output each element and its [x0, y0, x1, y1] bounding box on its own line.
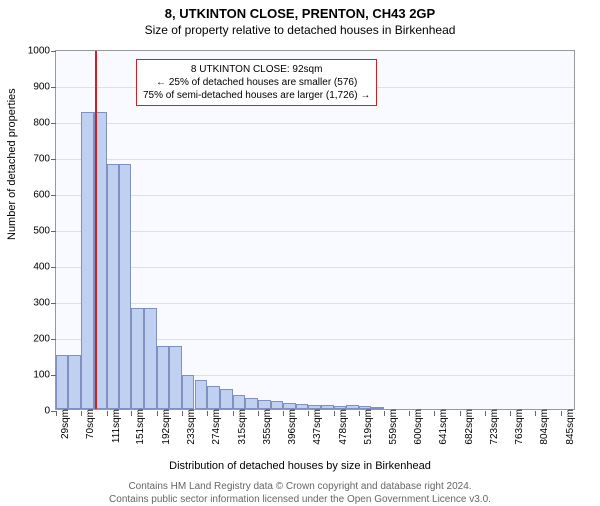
plot-area: 0100200300400500600700800900100029sqm70s… [55, 50, 575, 410]
gridline [56, 303, 574, 304]
histogram-bar [157, 346, 169, 409]
y-tick-label: 200 [16, 334, 56, 345]
gridline [56, 231, 574, 232]
histogram-bar [68, 355, 81, 409]
y-tick-label: 0 [16, 406, 56, 417]
y-tick-mark [51, 51, 56, 52]
y-tick-mark [51, 87, 56, 88]
gridline [56, 195, 574, 196]
y-tick-mark [51, 159, 56, 160]
chart-title: 8, UTKINTON CLOSE, PRENTON, CH43 2GP [0, 0, 600, 21]
histogram-bar [107, 164, 119, 409]
y-tick-label: 1000 [16, 46, 56, 57]
x-axis-label: Distribution of detached houses by size … [0, 460, 600, 472]
y-tick-label: 300 [16, 298, 56, 309]
histogram-bar [245, 398, 257, 409]
annotation-line2: ← 25% of detached houses are smaller (57… [143, 76, 370, 89]
histogram-bar [182, 375, 194, 409]
histogram-bar [195, 380, 208, 409]
chart-container: 0100200300400500600700800900100029sqm70s… [55, 50, 575, 410]
y-tick-mark [51, 303, 56, 304]
histogram-bar [81, 112, 93, 409]
histogram-bar [220, 389, 233, 409]
histogram-bar [233, 395, 245, 409]
y-tick-label: 900 [16, 82, 56, 93]
annotation-line1: 8 UTKINTON CLOSE: 92sqm [143, 63, 370, 76]
y-tick-mark [51, 195, 56, 196]
chart-subtitle: Size of property relative to detached ho… [0, 21, 600, 37]
histogram-bar [207, 386, 219, 409]
histogram-bar [56, 355, 68, 409]
gridline [56, 123, 574, 124]
y-tick-mark [51, 231, 56, 232]
y-tick-label: 400 [16, 262, 56, 273]
histogram-bar [144, 308, 156, 409]
y-tick-mark [51, 123, 56, 124]
histogram-bar [258, 400, 271, 409]
gridline [56, 267, 574, 268]
histogram-bar [131, 308, 144, 409]
reference-line [95, 51, 97, 409]
y-tick-label: 600 [16, 190, 56, 201]
histogram-bar [119, 164, 131, 409]
y-tick-label: 800 [16, 118, 56, 129]
gridline [56, 159, 574, 160]
annotation-line3: 75% of semi-detached houses are larger (… [143, 89, 370, 102]
y-tick-mark [51, 339, 56, 340]
y-tick-label: 700 [16, 154, 56, 165]
histogram-bar [169, 346, 182, 409]
histogram-bar [271, 401, 283, 409]
footer-line1: Contains HM Land Registry data © Crown c… [128, 481, 471, 492]
footer-attribution: Contains HM Land Registry data © Crown c… [0, 480, 600, 506]
y-tick-label: 100 [16, 370, 56, 381]
annotation-box: 8 UTKINTON CLOSE: 92sqm← 25% of detached… [136, 59, 377, 106]
y-tick-label: 500 [16, 226, 56, 237]
y-tick-mark [51, 267, 56, 268]
